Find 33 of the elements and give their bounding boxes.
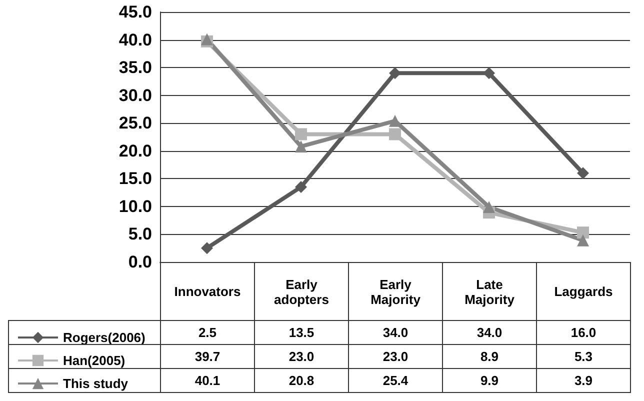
data-label: 16.0 bbox=[536, 320, 630, 344]
x-tick-label: Early adopters bbox=[254, 262, 348, 320]
legend-label: This study bbox=[63, 376, 129, 391]
data-label: 8.9 bbox=[442, 344, 536, 368]
y-tick-label: 15.0 bbox=[118, 169, 152, 188]
data-label: 3.9 bbox=[536, 368, 630, 392]
y-tick-label: 30.0 bbox=[118, 86, 152, 105]
y-tick-label: 10.0 bbox=[118, 196, 152, 216]
x-tick-label: Innovators bbox=[160, 262, 254, 320]
data-label: 13.5 bbox=[254, 320, 348, 344]
data-label: 39.7 bbox=[160, 344, 254, 368]
y-tick-label: 5.0 bbox=[128, 224, 152, 244]
data-label: 23.0 bbox=[348, 344, 442, 368]
data-label: 40.1 bbox=[160, 368, 254, 392]
y-tick-label: 35.0 bbox=[118, 58, 152, 78]
data-label: 20.8 bbox=[254, 368, 348, 392]
y-tick-label: 0.0 bbox=[128, 252, 152, 272]
legend-label: Rogers(2006) bbox=[63, 330, 146, 345]
data-label: 23.0 bbox=[254, 344, 348, 368]
data-label: 25.4 bbox=[348, 368, 442, 392]
x-tick-label: Laggards bbox=[536, 262, 630, 320]
y-tick-label: 40.0 bbox=[118, 30, 152, 50]
y-tick-label: 25.0 bbox=[118, 114, 152, 133]
data-label: 2.5 bbox=[160, 320, 254, 344]
data-label: 9.9 bbox=[442, 368, 536, 392]
data-label: 34.0 bbox=[348, 320, 442, 344]
legend-label: Han(2005) bbox=[63, 353, 126, 368]
x-tick-label: Late Majority bbox=[442, 262, 536, 320]
y-tick-label: 45.0 bbox=[118, 2, 152, 22]
x-tick-label: Early Majority bbox=[348, 262, 442, 320]
y-tick-label: 20.0 bbox=[118, 141, 152, 160]
data-label: 5.3 bbox=[536, 344, 630, 368]
data-label: 34.0 bbox=[442, 320, 536, 344]
